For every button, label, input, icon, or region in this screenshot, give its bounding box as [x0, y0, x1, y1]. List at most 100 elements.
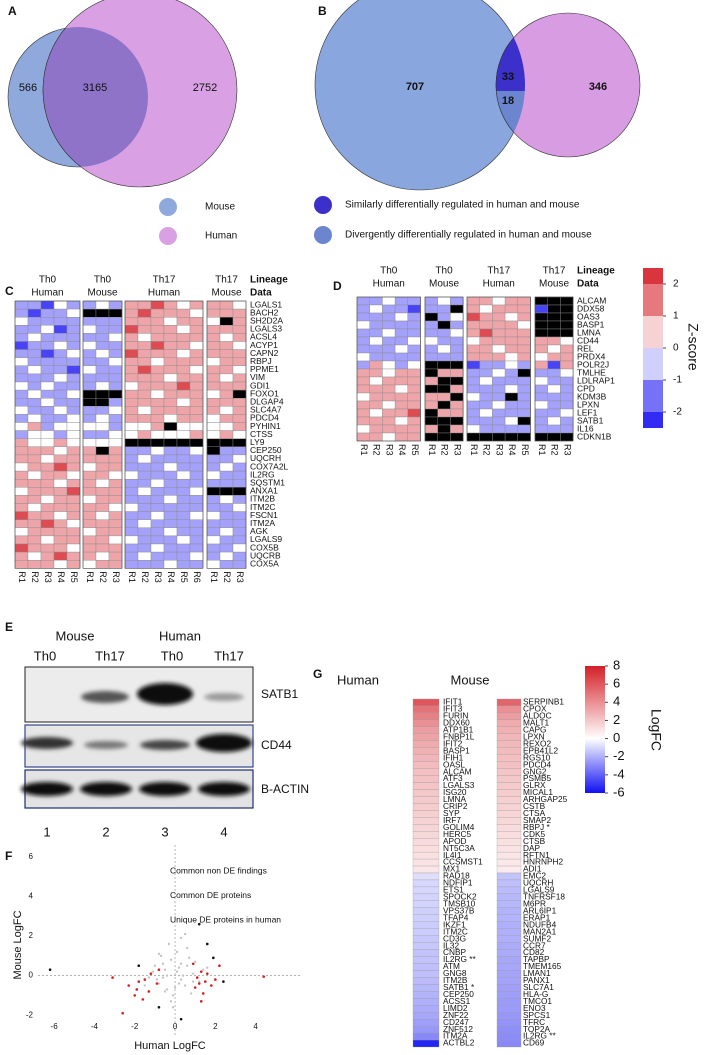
heatmap-cell — [496, 775, 522, 783]
heatmap-cell — [14, 511, 29, 520]
band — [21, 737, 73, 749]
scatter-point — [159, 954, 163, 958]
heatmap-cell — [547, 392, 561, 402]
row-label: CTSA — [523, 808, 546, 818]
heatmap-cell — [560, 384, 574, 394]
column-label: R2 — [222, 571, 232, 583]
heatmap-cell — [534, 352, 548, 362]
scatter-point — [141, 998, 145, 1001]
heatmap-cell — [369, 344, 383, 354]
row-label: IL16 — [577, 423, 594, 433]
band — [204, 693, 244, 701]
scatter-point — [198, 980, 201, 983]
heatmap-cell — [466, 336, 480, 346]
scatter-point — [199, 970, 203, 973]
heatmap-cell — [27, 341, 42, 350]
row-label: TFAP4 — [443, 912, 469, 922]
heatmap-cell — [124, 406, 139, 415]
heatmap-cell — [560, 408, 574, 418]
heatmap-cell — [412, 845, 440, 853]
heatmap-cell — [412, 1005, 440, 1013]
heatmap-cell — [27, 398, 42, 407]
y-tick-label: 4 — [29, 892, 34, 901]
heatmap-cell — [407, 296, 421, 306]
heatmap-cell — [232, 381, 247, 391]
heatmap-cell — [219, 422, 234, 431]
heatmap-cell — [232, 527, 247, 537]
blot-panel: E Mouse Human Th0 Th17 Th0 Th17 SATB1 CD… — [5, 620, 309, 839]
colorbar-tick-label: -1 — [673, 375, 682, 386]
y-tick-label: -2 — [26, 1010, 34, 1019]
heatmap-cell — [496, 824, 522, 832]
heatmap-cell — [150, 487, 165, 496]
scatter-point — [191, 980, 195, 983]
heatmap-cell — [27, 438, 42, 448]
heatmap-cell — [108, 551, 123, 561]
heatmap-cell — [492, 328, 506, 338]
heatmap-cell — [137, 414, 152, 423]
heatmap-cell — [534, 360, 548, 370]
heatmap-cell — [189, 543, 204, 553]
heatmap-cell — [108, 317, 123, 326]
heatmap-cell — [176, 479, 191, 488]
row-label: TAPBP — [523, 954, 550, 964]
heatmap-cell — [232, 422, 247, 431]
heatmap-cell — [492, 400, 506, 410]
heatmap-cell — [95, 357, 110, 367]
scatter-point — [163, 968, 167, 971]
heatmap-cell — [496, 1012, 522, 1020]
heatmap-cell — [412, 789, 440, 797]
heatmap-cell — [66, 406, 81, 415]
heatmap-cell — [424, 328, 438, 338]
heatmap-cell — [189, 308, 204, 318]
heatmap-cell — [163, 487, 178, 496]
heatmap-cell — [394, 328, 409, 338]
heatmap-cell — [108, 357, 123, 367]
heatmap-cell — [137, 551, 152, 561]
legend-swatch — [159, 227, 177, 245]
heatmap-cell — [492, 296, 506, 306]
heatmap-cell — [547, 344, 561, 354]
heatmap-cell — [189, 446, 204, 456]
heatmap-cell — [504, 392, 519, 402]
column-label: R2 — [140, 571, 150, 583]
scatter-point — [193, 986, 197, 989]
heatmap-cell — [382, 416, 396, 426]
scatter-point — [133, 994, 137, 997]
heatmap-cell — [176, 487, 191, 496]
heatmap-cell — [108, 381, 123, 391]
heatmap-cell — [14, 535, 29, 545]
heatmap-cell — [95, 551, 110, 561]
heatmap-cell — [150, 398, 165, 407]
heatmap-cell — [108, 308, 123, 318]
heatmap-cell — [232, 519, 247, 529]
row-label: SERPINB1 — [523, 697, 564, 707]
heatmap-cell — [53, 560, 68, 569]
column-label: R2 — [550, 444, 560, 456]
heatmap-cell — [492, 312, 506, 322]
row-label: IL2RG ** — [523, 1031, 557, 1041]
scatter-point — [177, 982, 181, 985]
heatmap-cell — [504, 376, 519, 386]
heatmap-cell — [496, 782, 522, 790]
heatmap-cell — [95, 446, 110, 456]
group-outline — [534, 296, 574, 442]
row-label: LGALS3 — [443, 780, 475, 790]
scatter-point — [165, 974, 169, 977]
heatmap-cell — [219, 446, 234, 456]
group-outline — [14, 300, 81, 569]
row-label: REXO2 — [523, 738, 552, 748]
heatmap-cell — [150, 560, 165, 569]
heatmap-cell — [547, 408, 561, 418]
heatmap-cell — [412, 775, 440, 783]
scatter-point — [218, 964, 221, 968]
heatmap-cell — [176, 446, 191, 456]
heatmap-cell — [534, 408, 548, 418]
heatmap-cell — [206, 438, 221, 448]
heatmap-cell — [176, 325, 191, 334]
row-label: PSMB5 — [523, 773, 552, 783]
scatter-point — [175, 970, 179, 973]
heatmap-cell — [137, 389, 152, 399]
heatmap-cell — [189, 560, 204, 569]
row-label: ITM2B — [250, 494, 275, 504]
